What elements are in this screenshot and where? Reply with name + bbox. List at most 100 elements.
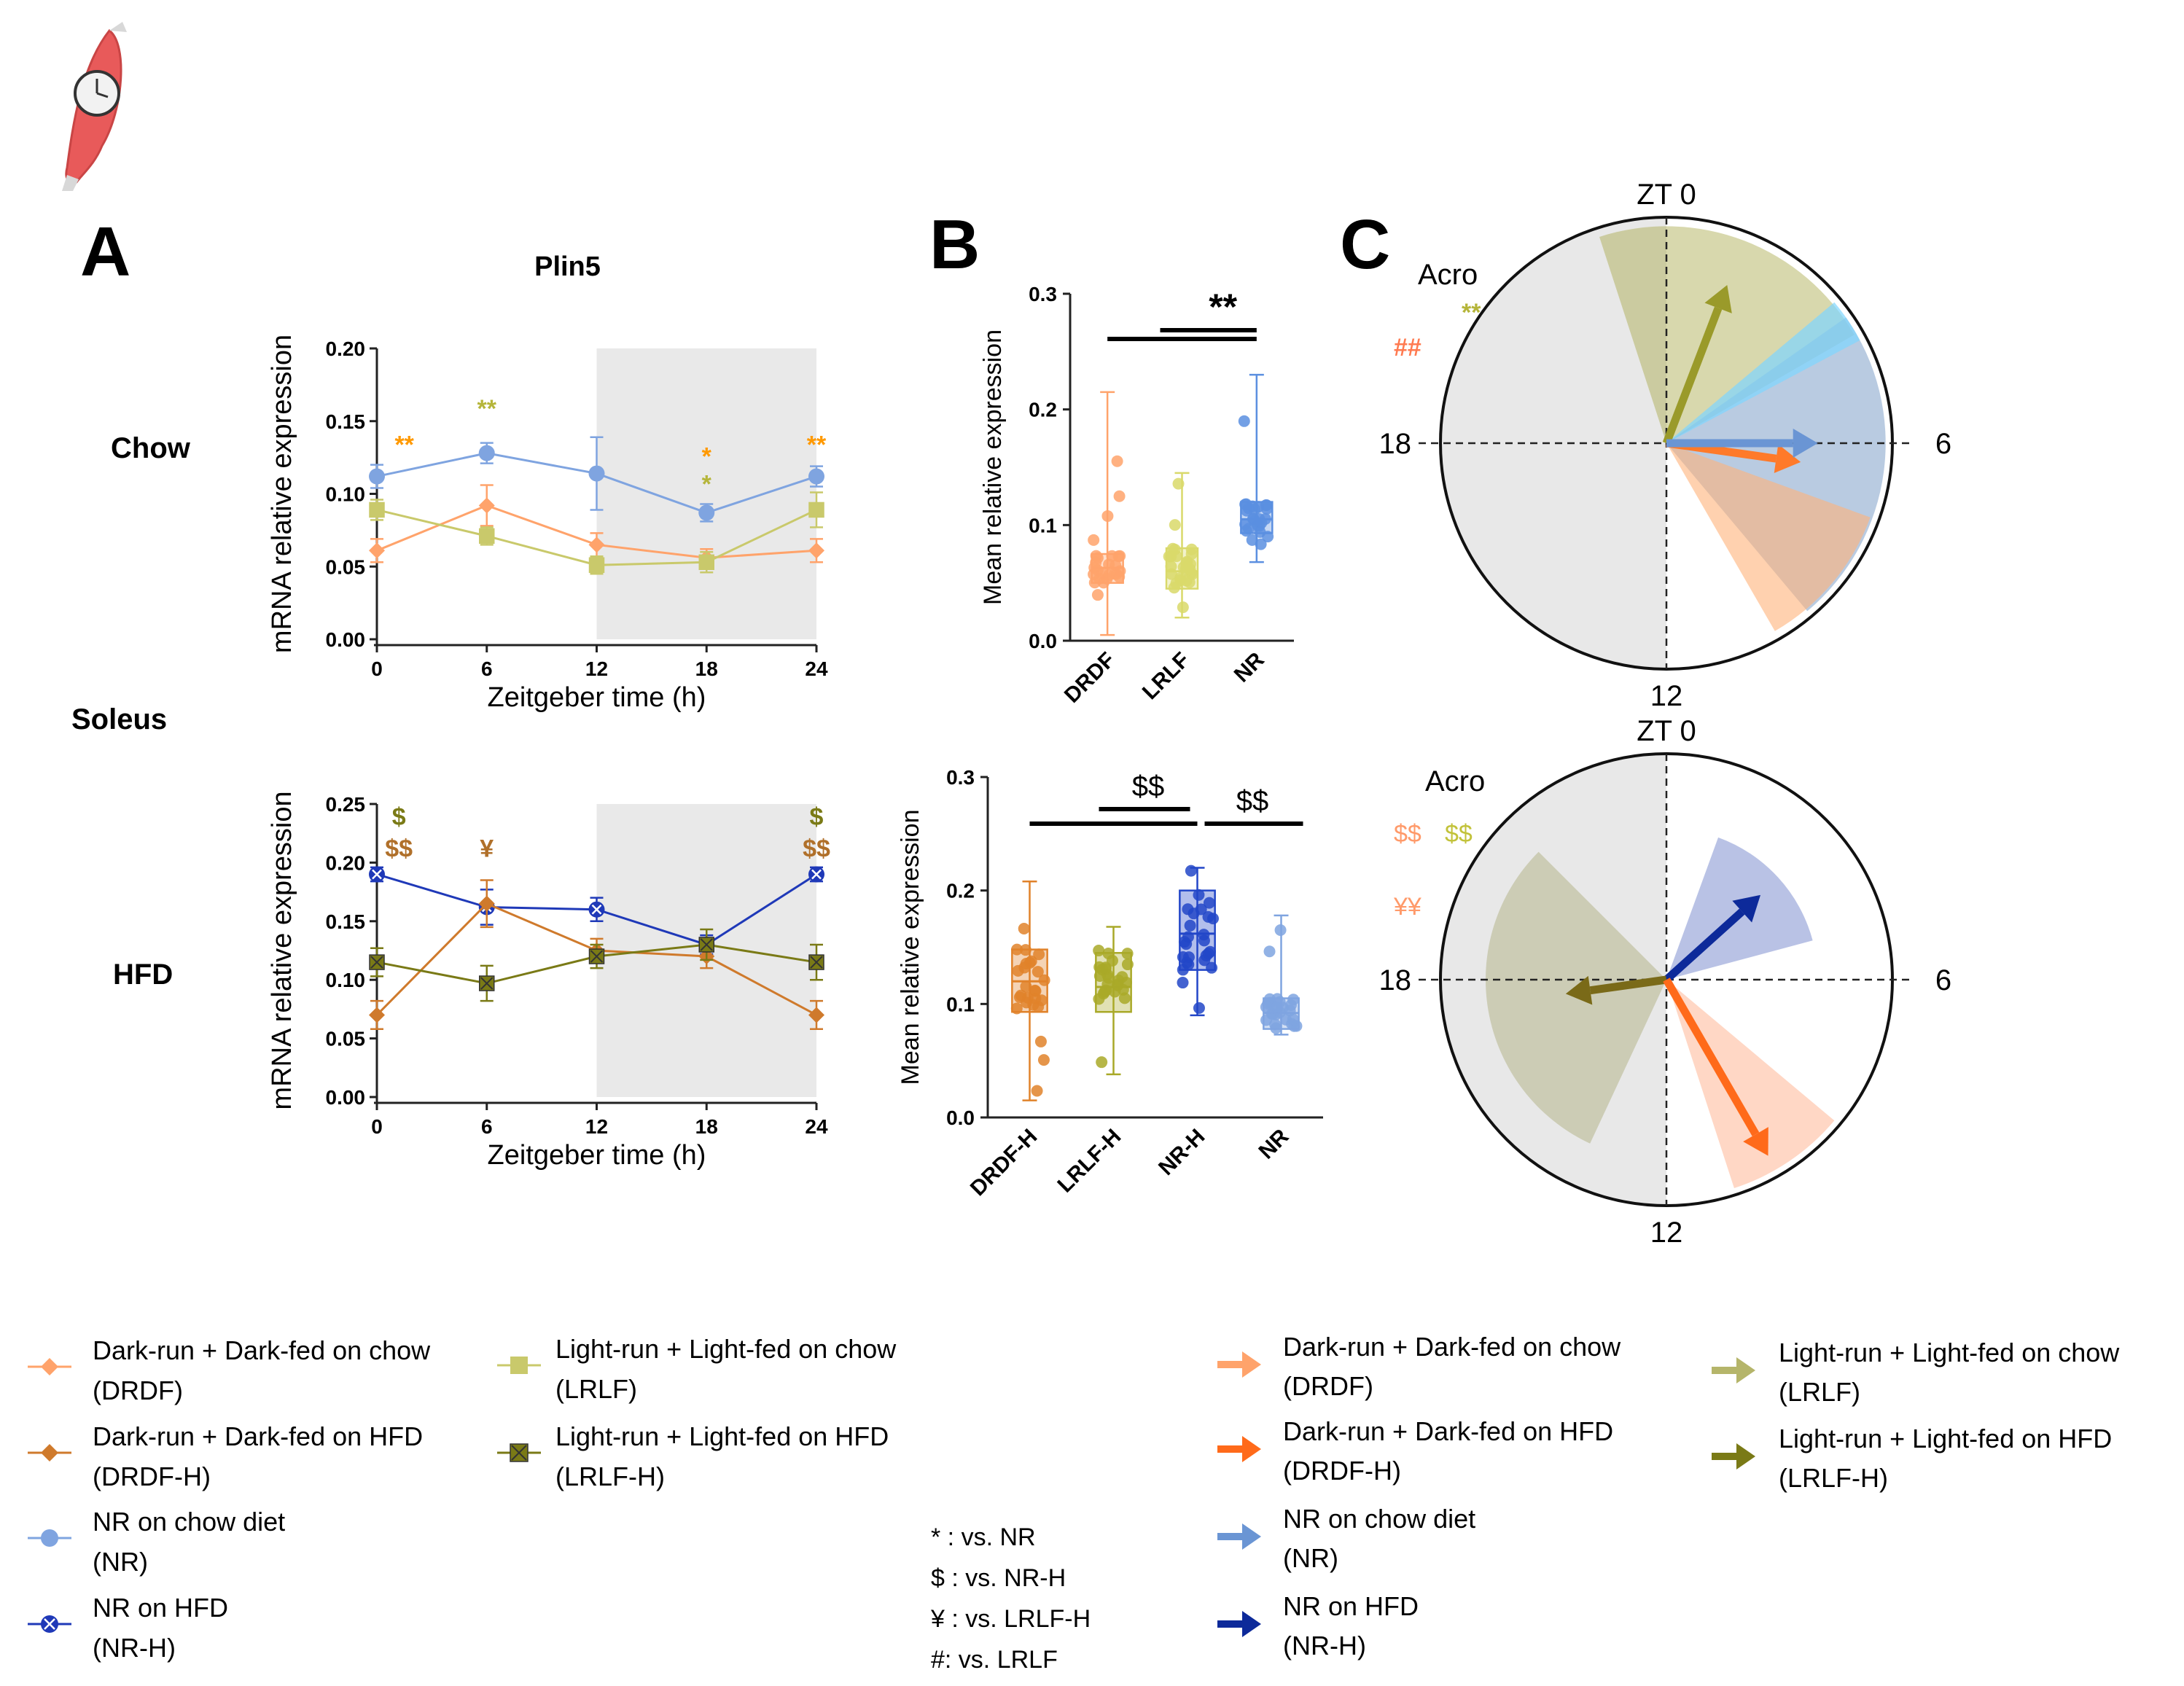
box-point [1013, 991, 1026, 1004]
arrow-shaft-LRLF-H [1589, 975, 1667, 995]
legend-label: (DRDF-H) [93, 1461, 211, 1491]
sector-DRDF [1666, 443, 1871, 631]
box-point [1254, 526, 1266, 538]
y-tick-label: 0.05 [326, 1028, 366, 1050]
data-point [808, 542, 824, 559]
y-tick-label: 0.3 [1029, 283, 1057, 305]
box-point [1247, 500, 1259, 512]
box-point [1020, 980, 1032, 993]
legend-marker-x [511, 1445, 527, 1461]
acro-mark: ¥¥ [1393, 893, 1421, 921]
box-point [1093, 945, 1105, 957]
y-axis-label: Mean relative expression [897, 810, 924, 1085]
data-point [478, 895, 495, 912]
legend-label: (LRLF) [1779, 1377, 1860, 1407]
box-point [1203, 897, 1215, 909]
box-point [1109, 986, 1121, 998]
legend-label: Light-run + Light-fed on chow [1779, 1338, 2120, 1367]
legend-key: ¥ : vs. LRLF-H [930, 1605, 1091, 1633]
box-point [1193, 889, 1205, 901]
x-axis-label: Zeitgeber time (h) [488, 1140, 706, 1171]
x-tick-label: 6 [481, 657, 493, 680]
legend-marker [41, 1358, 58, 1375]
legend-label: (DRDF) [93, 1375, 183, 1405]
box-point [1093, 993, 1105, 1005]
legend-arrow-head [1242, 1436, 1261, 1462]
panel-label-c: C [1340, 206, 1390, 284]
y-axis-label: Mean relative expression [979, 329, 1007, 605]
box-point [1274, 924, 1287, 936]
label-top: ZT 0 [1637, 715, 1696, 747]
box-point [1121, 948, 1134, 960]
legend-arrow-head [1242, 1611, 1261, 1637]
box-point [1033, 948, 1045, 961]
legend: Dark-run + Dark-fed on chow (DRDF) Dark-ru… [28, 1332, 2120, 1674]
box-point [1260, 499, 1273, 512]
legend-label: Light-run + Light-fed on HFD [555, 1421, 889, 1451]
legend-marker [510, 1357, 528, 1374]
box-point [1202, 910, 1214, 923]
box-point [1113, 490, 1126, 502]
legend-label: (NR) [1283, 1543, 1338, 1573]
y-axis-label: mRNA relative expression [267, 791, 297, 1109]
box-point [1177, 977, 1189, 989]
acro-mark: ## [1394, 334, 1421, 362]
significance-mark: ** [1209, 286, 1237, 327]
y-tick-label: 0.20 [326, 337, 366, 360]
box-point [1185, 547, 1198, 560]
box-point [1263, 945, 1276, 958]
box-point [1165, 568, 1177, 580]
box-point [1287, 994, 1300, 1006]
x-tick-label: 24 [805, 657, 828, 680]
box-point [1106, 954, 1118, 967]
box-chart-hfd: 0.0 0.1 0.2 0.3 Mean relative expression DRDF… [897, 766, 1323, 1201]
arrow-head-NR-H [1732, 894, 1761, 923]
y-tick-label: 0.10 [326, 483, 366, 506]
data-point [698, 504, 715, 521]
legend-label: Dark-run + Dark-fed on HFD [1283, 1416, 1613, 1446]
x-tick-label: 24 [805, 1115, 828, 1138]
label-bottom: 12 [1650, 680, 1683, 712]
data-point [369, 501, 385, 518]
label-left: 18 [1379, 428, 1412, 460]
box-point [1181, 956, 1193, 969]
data-point [808, 1007, 824, 1023]
y-axis-label: mRNA relative expression [267, 335, 297, 653]
legend-key: #: vs. LRLF [931, 1646, 1058, 1674]
box-point [1174, 574, 1187, 586]
legend-label: NR on chow diet [93, 1507, 285, 1537]
legend-arrow-head [1736, 1443, 1755, 1470]
arrow-head-DRDF-H [1743, 1127, 1768, 1156]
box-point [1093, 969, 1106, 982]
x-axis-label: Zeitgeber time (h) [488, 682, 706, 713]
legend-arrow-head [1242, 1523, 1261, 1550]
legend-marker [41, 1444, 58, 1461]
box-point [1240, 525, 1252, 537]
legend-marker-x [44, 1618, 55, 1630]
arrow-shaft-DRDF-H [1663, 977, 1760, 1136]
x-tick-label: 18 [695, 1115, 718, 1138]
box-point [1088, 561, 1101, 574]
significance-mark: ¥ [480, 835, 494, 862]
arrow-head-DRDF [1774, 444, 1801, 473]
data-point [588, 465, 605, 482]
label-top: ZT 0 [1637, 179, 1696, 211]
box-point [1177, 601, 1189, 614]
y-tick-label: 0.00 [326, 1086, 366, 1109]
legend-label: Dark-run + Dark-fed on HFD [93, 1421, 423, 1451]
x-tick-label: 0 [371, 657, 383, 680]
chart-title: Plin5 [534, 251, 601, 282]
sector-DRDF-H [1666, 980, 1835, 1188]
box-point [1118, 992, 1131, 1004]
box-point [1088, 577, 1101, 589]
box-point [1114, 565, 1126, 577]
box-point [1038, 974, 1050, 986]
legend-label: Light-run + Light-fed on chow [555, 1334, 897, 1364]
legend-label: (NR-H) [1283, 1631, 1366, 1660]
line-chart-hfd: 0.00 0.05 0.10 0.15 0.20 0.25 0 6 12 18 24 Zeitgebe… [267, 791, 830, 1171]
x-tick-label: NR-H [1154, 1125, 1209, 1180]
x-tick-label: NR [1254, 1124, 1293, 1163]
panel-label-a: A [80, 213, 130, 291]
acro-title: Acro [1425, 765, 1485, 797]
box-point [1184, 919, 1196, 932]
